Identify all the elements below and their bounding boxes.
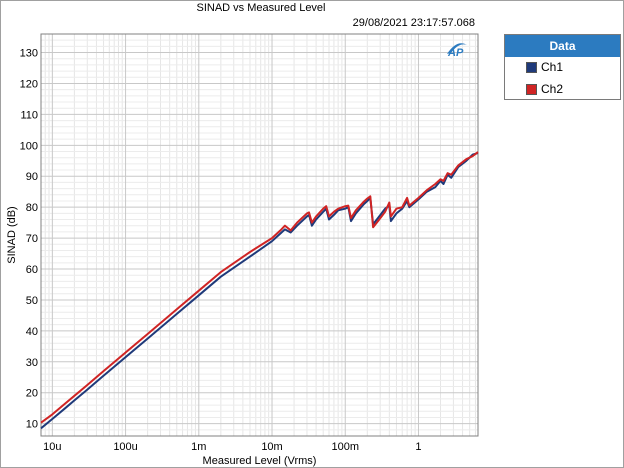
legend-swatch-ch2: [526, 84, 537, 95]
y-tick-label: 40: [26, 326, 38, 338]
legend-label-ch1: Ch1: [541, 60, 564, 74]
y-tick-label: 90: [26, 171, 38, 183]
x-axis-ticks: 10u 100u 1m 10m 100m 1: [43, 441, 421, 453]
legend-item-ch2[interactable]: Ch2: [505, 79, 620, 100]
y-axis-label: SINAD (dB): [6, 206, 18, 263]
y-tick-label: 130: [20, 48, 38, 60]
legend-title: Data: [505, 35, 620, 57]
y-tick-label: 110: [20, 109, 38, 121]
legend-swatch-ch1: [526, 62, 537, 73]
y-tick-label: 80: [26, 202, 38, 214]
x-tick-label: 10u: [43, 441, 61, 453]
timestamp: 29/08/2021 23:17:57.068: [352, 17, 475, 29]
y-tick-label: 20: [26, 388, 38, 400]
x-tick-label: 1: [415, 441, 421, 453]
minor-grid: [41, 33, 478, 437]
legend-label-ch2: Ch2: [541, 82, 564, 96]
plot-border: [40, 33, 479, 437]
series-line-ch2: [40, 151, 479, 424]
ap-logo-icon: AP: [447, 43, 467, 59]
y-tick-label: 100: [20, 140, 38, 152]
y-tick-label: 30: [26, 357, 38, 369]
svg-text:AP: AP: [447, 47, 464, 59]
x-tick-label: 10m: [261, 441, 282, 453]
x-tick-label: 100m: [331, 441, 359, 453]
y-tick-label: 50: [26, 295, 38, 307]
y-tick-label: 120: [20, 78, 38, 90]
major-grid: [41, 34, 478, 436]
x-tick-label: 1m: [191, 441, 206, 453]
chart-title: SINAD vs Measured Level: [196, 2, 326, 14]
legend: Data Ch1 Ch2: [504, 34, 621, 100]
y-tick-label: 10: [26, 419, 38, 431]
series-layer: [40, 151, 479, 430]
y-tick-label: 60: [26, 264, 38, 276]
x-axis-label: Measured Level (Vrms): [203, 455, 317, 467]
series-line-ch1: [40, 152, 479, 430]
y-tick-label: 70: [26, 233, 38, 245]
legend-item-ch1[interactable]: Ch1: [505, 57, 620, 79]
y-axis-ticks: 10 20 30 40 50 60 70 80 90 100 110 120 130: [20, 48, 38, 431]
x-tick-label: 100u: [113, 441, 137, 453]
